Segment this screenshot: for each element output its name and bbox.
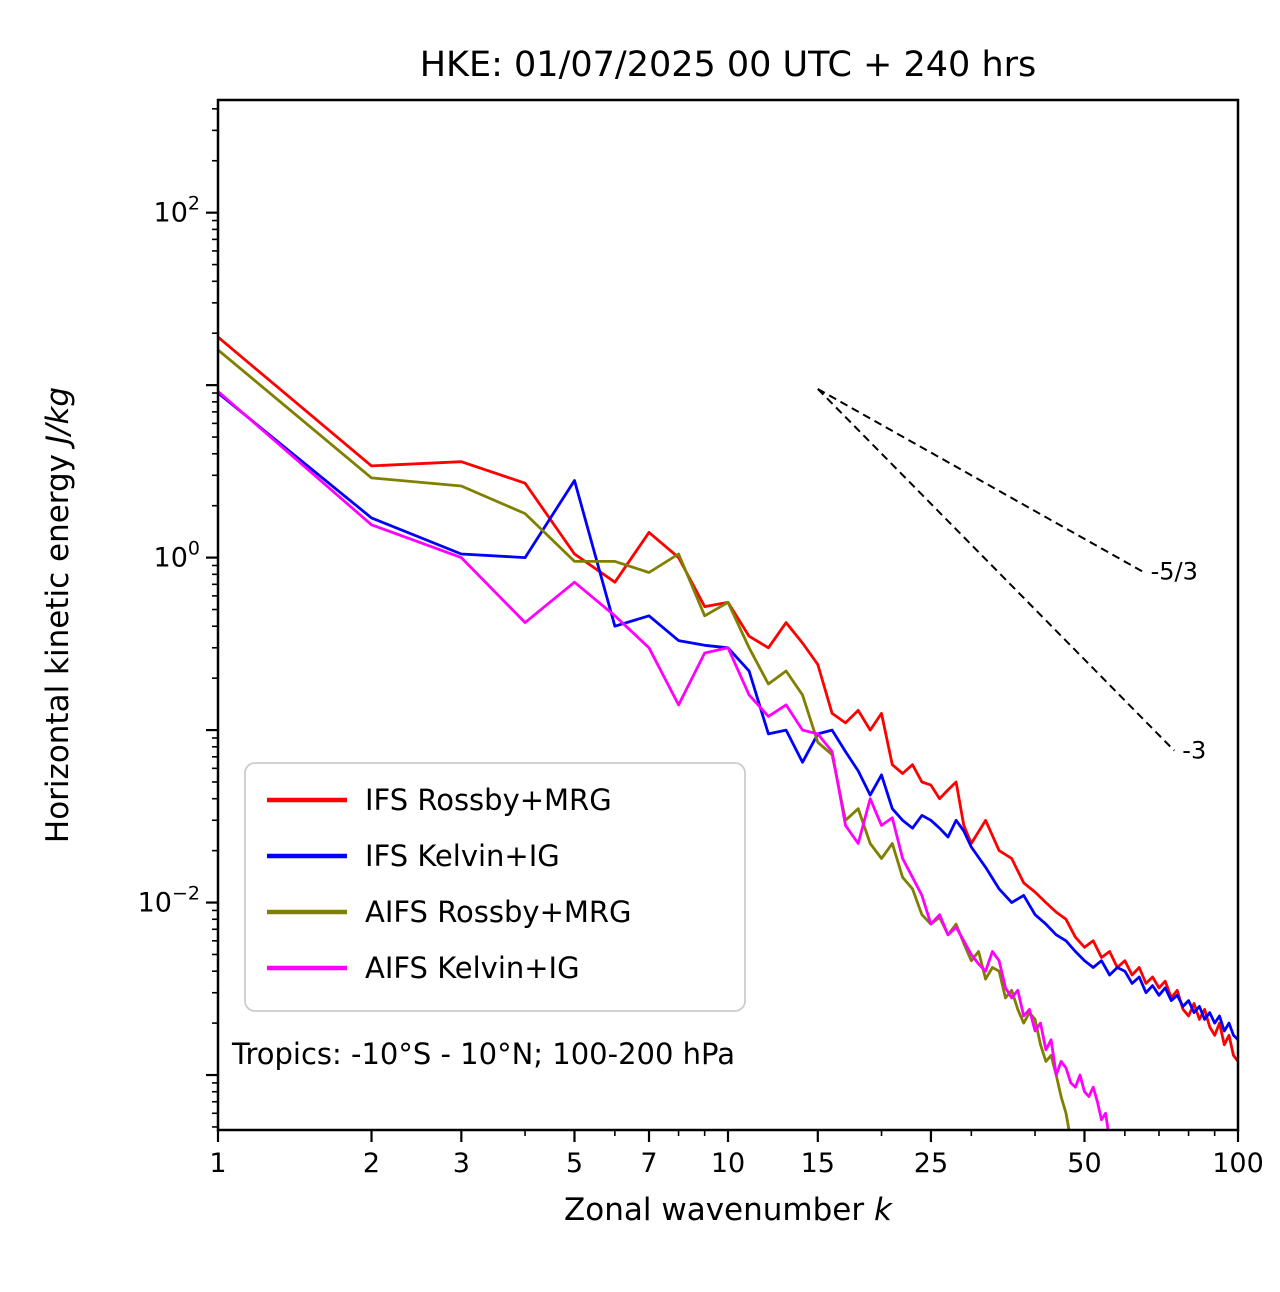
reference-slope-line-3 xyxy=(817,388,1175,752)
x-tick-label: 10 xyxy=(711,1148,745,1179)
series-line-ifs-kelvin-ig xyxy=(218,391,1238,1042)
series-line-ifs-rossby-mrg xyxy=(218,335,1238,1063)
series-line-aifs-kelvin-ig xyxy=(218,389,1110,1130)
reference-slopes: -5/3 -3 xyxy=(817,388,1206,765)
legend-label-aifs-kelvin-ig: AIFS Kelvin+IG xyxy=(365,951,580,985)
x-axis-label: Zonal wavenumber k xyxy=(564,1192,893,1228)
legend-label-ifs-kelvin-ig: IFS Kelvin+IG xyxy=(365,839,560,873)
x-tick-label: 100 xyxy=(1212,1148,1264,1179)
x-tick-label: 2 xyxy=(363,1148,380,1179)
x-tick-label: 25 xyxy=(914,1148,948,1179)
chart-title: HKE: 01/07/2025 00 UTC + 240 hrs xyxy=(420,45,1037,85)
legend-box xyxy=(244,762,746,1012)
y-tick-label: 100 xyxy=(154,538,200,574)
x-tick-label: 7 xyxy=(640,1148,657,1179)
reference-slope-label-5-3: -5/3 xyxy=(1151,558,1198,586)
legend: IFS Rossby+MRG IFS Kelvin+IG AIFS Rossby+M… xyxy=(244,762,746,1012)
region-annotation: Tropics: -10°S - 10°N; 100-200 hPa xyxy=(231,1037,735,1071)
y-tick-label: 10−2 xyxy=(138,883,200,919)
legend-label-ifs-rossby-mrg: IFS Rossby+MRG xyxy=(365,783,612,817)
series-line-aifs-rossby-mrg xyxy=(218,348,1071,1130)
x-tick-label: 1 xyxy=(209,1148,226,1179)
reference-slope-label-3: -3 xyxy=(1182,737,1206,765)
x-tick-label: 5 xyxy=(566,1148,583,1179)
reference-slope-line-5-3 xyxy=(817,388,1144,573)
y-tick-label: 102 xyxy=(154,193,200,229)
axes: 1 2 3 5 7 10 15 25 50 100 102 100 10−2 xyxy=(138,98,1264,1179)
series-lines xyxy=(218,335,1238,1130)
x-tick-label: 15 xyxy=(801,1148,835,1179)
x-tick-label: 3 xyxy=(453,1148,470,1179)
x-tick-label: 50 xyxy=(1067,1148,1101,1179)
y-axis-label: Horizontal kinetic energy J/kg xyxy=(40,387,76,843)
legend-label-aifs-rossby-mrg: AIFS Rossby+MRG xyxy=(365,895,632,929)
